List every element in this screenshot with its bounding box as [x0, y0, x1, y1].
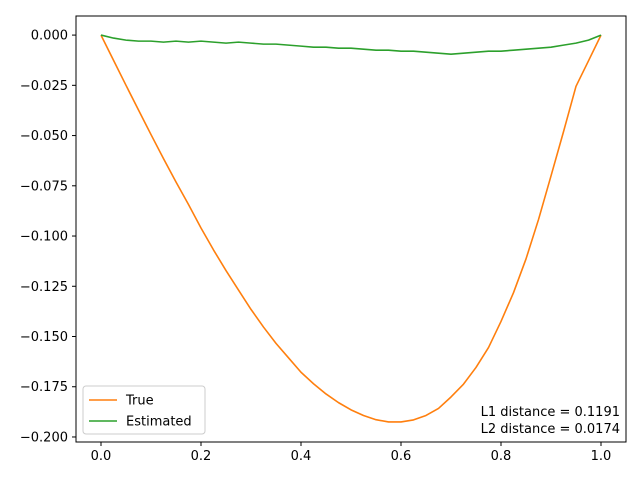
y-tick-label: −0.200 [20, 430, 68, 445]
y-tick-label: −0.125 [20, 280, 68, 295]
x-tick-label: 0.0 [91, 449, 112, 464]
y-tick-label: −0.075 [20, 179, 68, 194]
series-line-estimated [100, 34, 602, 55]
x-axis: 0.0 0.2 0.4 0.6 0.8 1.0 [91, 442, 612, 464]
legend: True Estimated [82, 385, 206, 435]
annotation-box: L1 distance = 0.1191 L2 distance = 0.0174 [481, 405, 620, 437]
y-axis: 0.000 −0.025 −0.050 −0.075 −0.100 −0.125 −0.15… [20, 29, 76, 445]
x-tick-label: 1.0 [591, 449, 612, 464]
distance-annotation: L2 distance = 0.0174 [481, 422, 620, 437]
x-tick-label: 0.8 [491, 449, 512, 464]
y-tick-label: 0.000 [31, 29, 68, 44]
x-tick-label: 0.2 [191, 449, 212, 464]
y-tick-label: −0.025 [20, 79, 68, 94]
y-tick-label: −0.100 [20, 230, 68, 245]
axes-frame [75, 15, 627, 443]
x-tick-label: 0.4 [291, 449, 312, 464]
legend-label-true: True [125, 394, 154, 409]
plot-series-group [100, 34, 602, 423]
legend-frame [82, 385, 206, 435]
series-line-true [100, 34, 602, 423]
legend-label-estimated: Estimated [126, 415, 192, 430]
x-tick-label: 0.6 [391, 449, 412, 464]
y-tick-label: −0.175 [20, 380, 68, 395]
y-tick-label: −0.150 [20, 330, 68, 345]
y-tick-label: −0.050 [20, 129, 68, 144]
distance-annotation: L1 distance = 0.1191 [481, 405, 620, 420]
